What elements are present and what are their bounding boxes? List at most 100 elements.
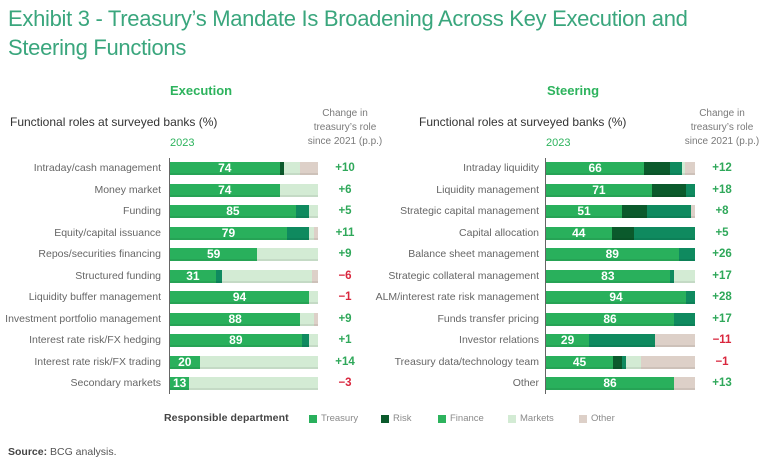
change-header-line: treasury’s role [313,122,377,133]
change-value: +5 [338,205,352,217]
legend-label: Finance [450,413,484,424]
bar-segment-other [684,162,695,175]
bar-segment-treasury [170,162,280,175]
bar-segment-markets [221,269,313,283]
bar-segment-treasury [170,269,216,283]
treasury-value-label: 31 [186,268,200,283]
stacked-bar [170,183,318,197]
bar-segment-markets [626,355,642,369]
bar-segment-finance [669,269,675,283]
change-value: +17 [712,269,732,282]
change-value: +1 [338,334,352,346]
bar-segment-finance [215,269,222,283]
change-value: +13 [712,377,732,389]
legend-swatch [309,414,317,423]
bar-segment-treasury [546,226,612,240]
bar-segment-treasury [170,312,301,326]
bar-segment-markets [309,205,318,218]
source-note: Source: BCG analysis. [8,446,117,458]
bar-segment-risk [613,355,622,369]
change-value: +12 [712,162,732,174]
stacked-bar [546,226,695,240]
treasury-value-label: 59 [206,247,221,261]
y-axis-line [169,158,170,394]
bar-segment-treasury [546,162,645,175]
source-text: BCG analysis. [50,446,117,458]
bar-segment-finance [647,205,691,218]
change-header-line: since 2021 (p.p.) [684,136,760,147]
legend-item-other: Other [579,413,615,424]
bar-segment-treasury [170,334,302,347]
bar-segment-finance [633,226,695,240]
stacked-bar [170,312,318,326]
bar-segment-treasury [170,377,190,390]
category-label: Strategic capital management [400,205,539,217]
bar-segment-other [690,205,695,218]
stacked-bar [546,334,695,347]
bar-segment-treasury [546,355,614,369]
stacked-bar [546,269,695,283]
change-value: +28 [712,291,732,303]
category-label: Repos/securities financing [38,248,161,260]
treasury-value-label: 29 [560,333,575,347]
bar-segment-finance [621,355,627,369]
legend-label: Other [591,413,615,424]
legend-item-risk: Risk [381,413,411,424]
bar-segment-finance [669,162,682,175]
category-label: Liquidity buffer management [28,291,161,303]
category-label: ALM/interest rate risk management [375,291,539,303]
category-label: Interest rate risk/FX trading [34,355,161,368]
bar-segment-finance [295,205,310,218]
change-header-line: treasury’s role [690,122,754,133]
change-value: +8 [715,205,729,217]
category-label: Balance sheet management [408,248,539,260]
bar-segment-treasury [170,248,258,261]
stacked-bar [546,291,695,304]
treasury-value-label: 51 [577,204,591,218]
bar-segment-finance [678,248,695,261]
bar-segment-treasury [546,183,652,197]
exhibit-title: Exhibit 3 - Treasury’s Mandate Is Broade… [8,6,688,60]
change-column-header: Change in treasury’s role since 2021 (p.p.… [290,107,400,149]
category-label: Investment portfolio management [5,312,161,325]
bar-segment-risk [651,183,687,197]
bar-segment-other [312,269,318,283]
year-label: 2023 [546,137,571,149]
change-header-line: Change in [322,108,368,119]
stacked-bar [170,248,318,261]
panel-subtitle: Functional roles at surveyed banks (%) [419,115,627,129]
stacked-bar [546,162,695,175]
bar-segment-markets [279,183,318,197]
category-label: Funding [123,205,161,217]
category-label: Structured funding [75,269,161,282]
bar-segment-treasury [546,312,675,326]
category-label: Funds transfer pricing [437,312,539,325]
bar-segment-finance [301,334,310,347]
bar-segment-markets [674,269,695,283]
legend-item-treasury: Treasury [309,413,358,424]
change-value: +5 [715,226,729,239]
bar-segment-finance [686,291,695,304]
legend-swatch [579,414,587,423]
bar-segment-markets [283,162,301,175]
change-value: −6 [338,269,352,282]
change-value: +11 [335,226,355,239]
bar-segment-finance [686,183,695,197]
bar-segment-treasury [546,269,670,283]
bar-segment-other [641,355,695,369]
change-value: −1 [338,291,352,303]
treasury-value-label: 94 [609,290,623,304]
bar-segment-treasury [170,205,296,218]
bar-segment-other [654,334,695,347]
bar-segment-other [313,226,318,240]
stacked-bar [546,248,695,261]
bar-segment-other [313,312,318,326]
bar-segment-finance [674,312,695,326]
legend-swatch [438,414,446,423]
treasury-value-label: 44 [572,225,586,240]
legend-item-markets: Markets [508,413,554,424]
treasury-value-label: 66 [588,161,602,175]
change-value: −1 [715,355,729,368]
stacked-bar [546,205,695,218]
treasury-value-label: 85 [226,204,240,218]
